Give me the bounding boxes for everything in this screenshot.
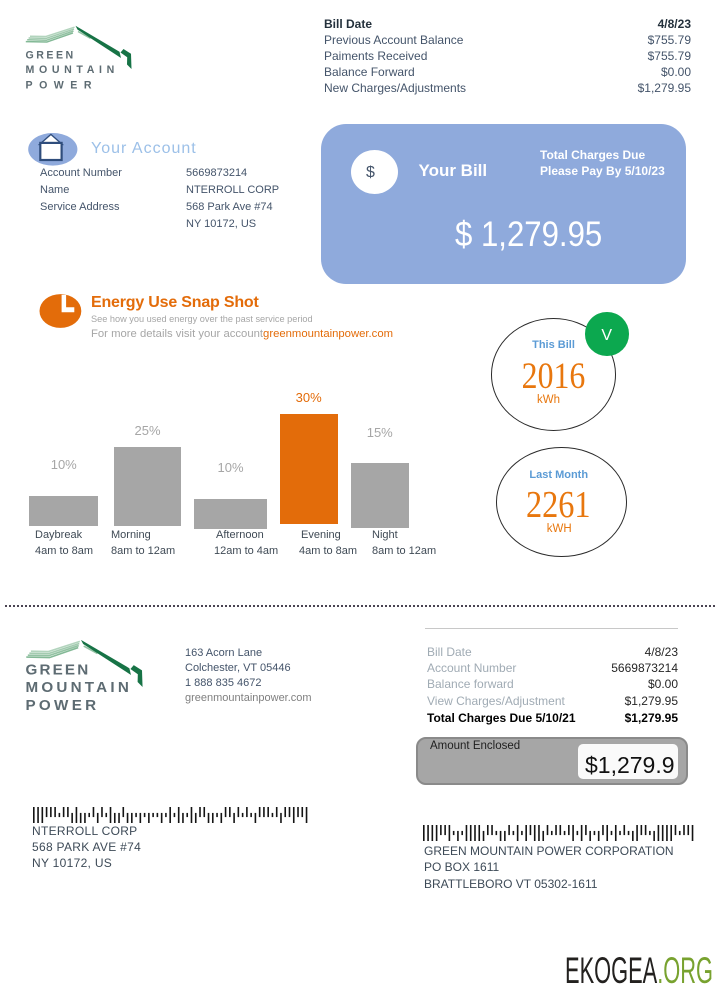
svg-text:MOUNTAIN: MOUNTAIN xyxy=(26,64,115,76)
svg-text:POWER: POWER xyxy=(26,697,97,714)
svg-text:GREEN: GREEN xyxy=(26,49,74,61)
svg-text:GREEN: GREEN xyxy=(26,661,89,678)
svg-text:POWER: POWER xyxy=(26,79,92,91)
svg-text:MOUNTAIN: MOUNTAIN xyxy=(26,679,129,696)
